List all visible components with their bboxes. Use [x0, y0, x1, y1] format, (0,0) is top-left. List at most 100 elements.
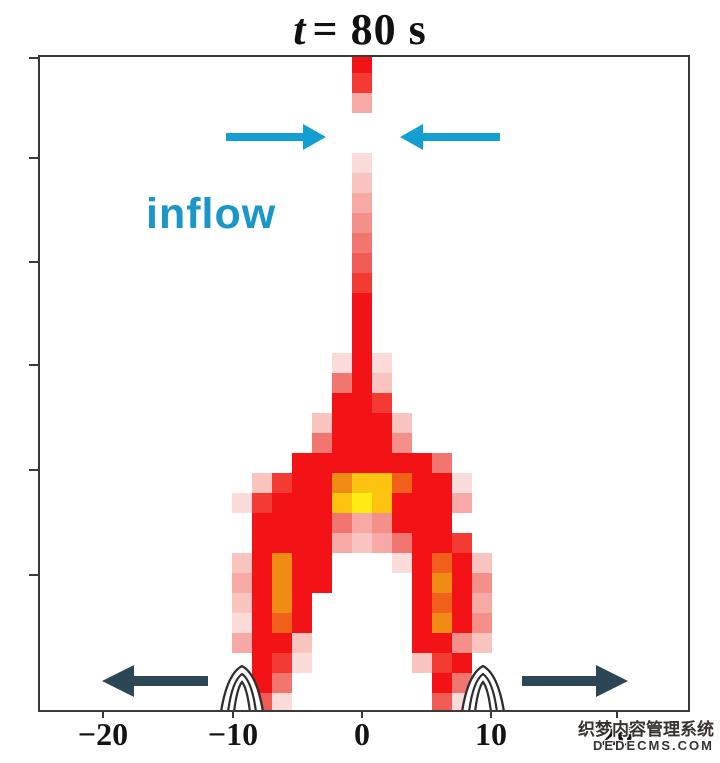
heatmap-cell	[352, 333, 372, 353]
heatmap-cell	[432, 493, 452, 513]
heatmap-cell	[412, 493, 432, 513]
heatmap-cell	[252, 593, 272, 613]
watermark-line2: DEDECMS.COM	[593, 737, 714, 753]
heatmap-cell	[332, 393, 352, 413]
x-axis-label: 20	[601, 716, 633, 752]
outflow-arrow-right	[522, 665, 628, 697]
heatmap-cell	[312, 433, 332, 453]
heatmap-cell	[332, 493, 352, 513]
heatmap-cell	[312, 573, 332, 593]
heatmap-cell	[452, 573, 472, 593]
heatmap-cell	[412, 513, 432, 533]
heatmap-cell	[452, 533, 472, 553]
heatmap-cell	[352, 73, 372, 93]
title-rest: = 80 s	[312, 5, 427, 54]
heatmap-cell	[292, 613, 312, 633]
heatmap-cell	[352, 533, 372, 553]
contour-marker-right	[461, 664, 505, 710]
heatmap-cell	[372, 353, 392, 373]
y-axis-tick	[29, 57, 38, 59]
heatmap-cell	[332, 473, 352, 493]
outflow-arrow-left	[102, 665, 208, 697]
heatmap-cell	[392, 533, 412, 553]
inflow-label: inflow	[146, 190, 277, 238]
heatmap-cell	[292, 593, 312, 613]
heatmap-cell	[432, 613, 452, 633]
heatmap-cell	[292, 473, 312, 493]
heatmap-cell	[392, 433, 412, 453]
heatmap-cell	[372, 413, 392, 433]
heatmap-cell	[292, 513, 312, 533]
heatmap-cell	[272, 473, 292, 493]
heatmap-cell	[352, 473, 372, 493]
heatmap-cell	[272, 613, 292, 633]
heatmap-cell	[472, 573, 492, 593]
heatmap-cell	[352, 453, 372, 473]
heatmap-cell	[292, 653, 312, 673]
heatmap-cell	[232, 493, 252, 513]
heatmap-cell	[292, 573, 312, 593]
heatmap-cell	[392, 413, 412, 433]
y-axis-tick	[29, 364, 38, 366]
x-axis-tick	[232, 710, 234, 718]
heatmap-cell	[472, 593, 492, 613]
x-axis-tick	[616, 710, 618, 718]
heatmap-cell	[432, 533, 452, 553]
heatmap-cell	[372, 533, 392, 553]
heatmap-cell	[352, 353, 372, 373]
heatmap-cell	[412, 653, 432, 673]
heatmap-cell	[412, 553, 432, 573]
heatmap-cell	[392, 493, 412, 513]
heatmap-cell	[432, 673, 452, 693]
heatmap-cell	[352, 173, 372, 193]
heatmap-cell	[272, 493, 292, 513]
heatmap-cell	[272, 573, 292, 593]
heatmap-cell	[332, 533, 352, 553]
heatmap-cell	[352, 313, 372, 333]
heatmap-cell	[352, 213, 372, 233]
heatmap-cell	[252, 553, 272, 573]
heatmap-cell	[232, 553, 252, 573]
heatmap-cell	[372, 513, 392, 533]
heatmap-cell	[332, 353, 352, 373]
heatmap-cell	[372, 433, 392, 453]
heatmap-cell	[332, 373, 352, 393]
heatmap-cell	[392, 453, 412, 473]
heatmap-cell	[312, 513, 332, 533]
heatmap-cell	[352, 413, 372, 433]
heatmap-cell	[272, 673, 292, 693]
heatmap-cell	[352, 493, 372, 513]
heatmap-cell	[312, 533, 332, 553]
heatmap-cell	[252, 513, 272, 533]
heatmap-cell	[392, 513, 412, 533]
heatmap-cell	[412, 453, 432, 473]
heatmap-cell	[372, 393, 392, 413]
heatmap-cell	[352, 233, 372, 253]
heatmap-cell	[232, 593, 252, 613]
heatmap-cell	[332, 453, 352, 473]
inflow-arrow-left	[226, 124, 326, 150]
page-title: t = 80 s	[0, 4, 720, 55]
heatmap-cell	[272, 653, 292, 673]
heatmap-cell	[412, 533, 432, 553]
x-axis-tick	[102, 710, 104, 718]
heatmap-cell	[272, 513, 292, 533]
heatmap-cell	[412, 473, 432, 493]
heatmap-cell	[252, 493, 272, 513]
plot-frame	[38, 55, 690, 712]
heatmap-cell	[352, 153, 372, 173]
heatmap-cell	[332, 413, 352, 433]
heatmap-cell	[412, 633, 432, 653]
heatmap-cell	[412, 593, 432, 613]
x-axis-label: 0	[354, 716, 370, 752]
heatmap-cell	[452, 613, 472, 633]
heatmap-cell	[472, 633, 492, 653]
heatmap-cell	[292, 453, 312, 473]
heatmap-cell	[372, 473, 392, 493]
heatmap-cell	[452, 593, 472, 613]
heatmap-cell	[352, 373, 372, 393]
heatmap-cell	[272, 633, 292, 653]
heatmap-cell	[312, 553, 332, 573]
heatmap-cell	[352, 393, 372, 413]
heatmap-cell	[252, 633, 272, 653]
